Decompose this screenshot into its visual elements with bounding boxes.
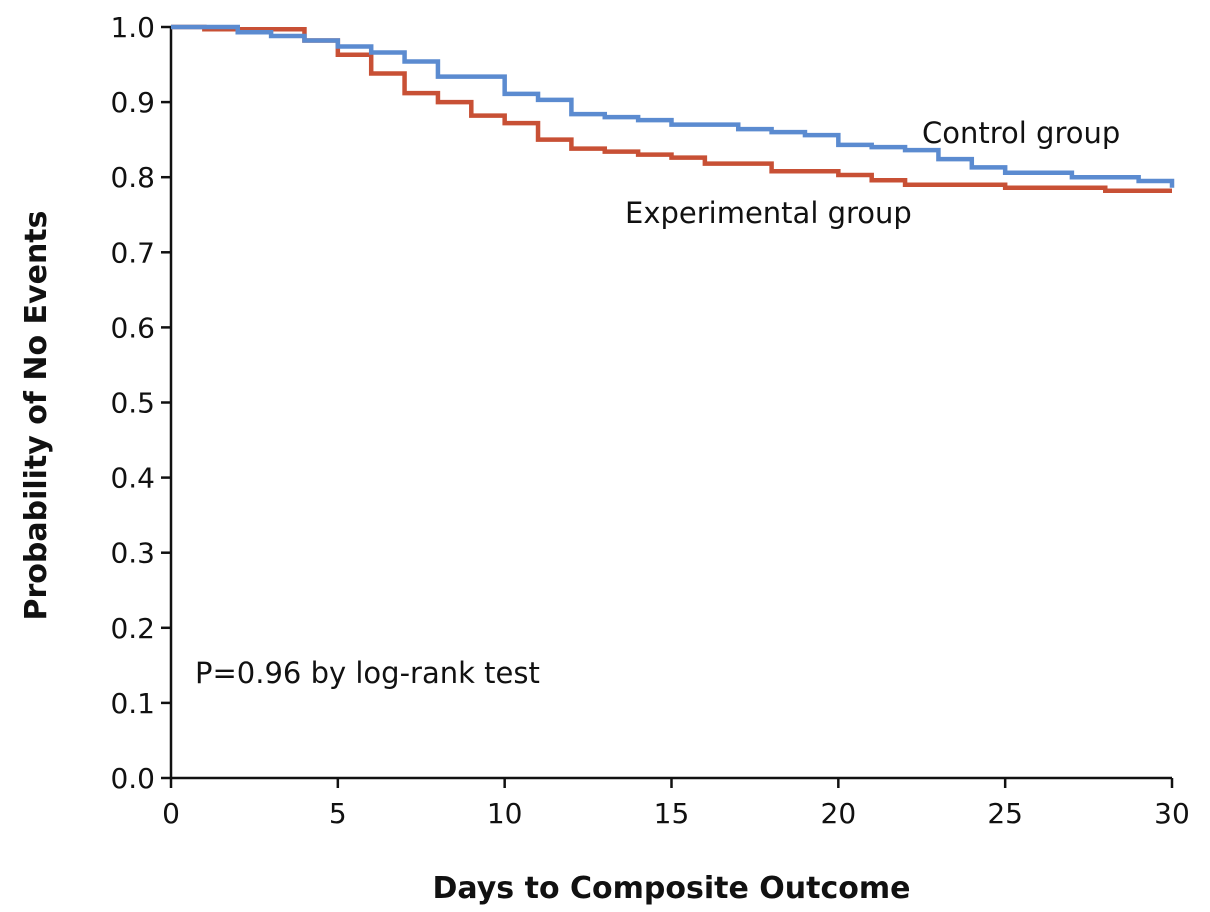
x-tick-label: 30 [1154,797,1190,830]
labels-layer: Control group Experimental group P=0.96 … [195,116,1120,690]
x-axis-ticks: 0 5 10 15 20 25 30 [162,778,1190,830]
x-axis-title: Days to Composite Outcome [433,871,911,906]
series-label-control: Control group [922,116,1120,150]
y-tick-label: 0.8 [110,161,155,194]
y-tick-label: 0.7 [110,236,155,269]
y-axis-ticks: 0.0 0.1 0.2 0.3 0.4 0.5 0.6 0.7 0.8 0.9 1.0 [110,11,171,795]
y-axis-title: Probability of No Events [19,211,54,621]
y-tick-label: 0.5 [110,387,155,420]
axes: 0 5 10 15 20 25 30 0.0 0.1 0.2 0.3 0.4 0.5 0.6 0.7 0.8… [110,11,1189,830]
y-tick-label: 0.9 [110,86,155,119]
y-tick-label: 0.0 [110,762,155,795]
y-tick-label: 0.1 [110,687,155,720]
experimental-group-line [171,24,1172,193]
x-tick-label: 25 [987,797,1023,830]
x-tick-label: 0 [162,797,180,830]
y-tick-label: 0.3 [110,537,155,570]
y-tick-label: 0.2 [110,612,155,645]
control-group-line [171,24,1175,188]
x-tick-label: 20 [821,797,857,830]
x-tick-label: 5 [329,797,347,830]
y-tick-label: 0.6 [110,311,155,344]
x-tick-label: 10 [487,797,523,830]
y-tick-label: 0.4 [110,462,155,495]
series-layer [171,24,1175,193]
x-tick-label: 15 [654,797,690,830]
pvalue-annotation: P=0.96 by log-rank test [195,656,540,690]
series-label-experimental: Experimental group [625,196,912,230]
y-tick-label: 1.0 [110,11,155,44]
